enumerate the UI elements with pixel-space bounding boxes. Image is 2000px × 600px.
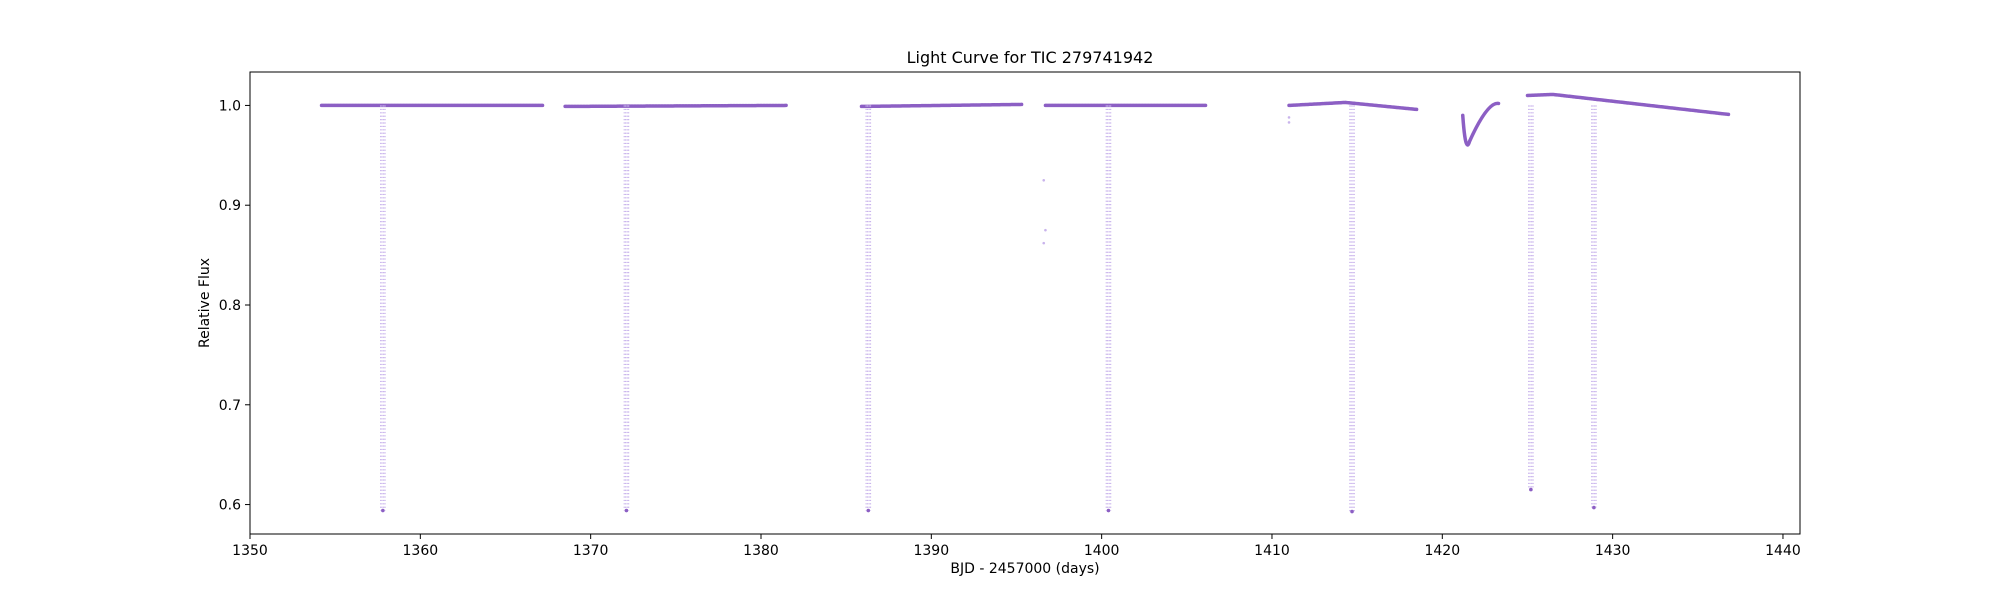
y-tick-label: 1.0	[219, 98, 241, 114]
x-tick-label: 1410	[1254, 543, 1290, 559]
y-tick-label: 0.9	[219, 198, 241, 214]
transit-minimum-point	[866, 508, 871, 513]
y-tick-label: 0.6	[219, 498, 241, 514]
x-tick-label: 1380	[743, 543, 779, 559]
x-tick-label: 1350	[232, 543, 268, 559]
y-tick-label: 0.8	[219, 298, 241, 314]
transit-event	[865, 105, 872, 513]
x-tick-label: 1400	[1084, 543, 1120, 559]
flux-segment	[1525, 92, 1731, 117]
outlier-point	[1044, 228, 1047, 232]
transit-event	[1591, 105, 1597, 510]
flux-segment	[563, 103, 789, 109]
transit-minimum-point	[1350, 509, 1354, 514]
transit-event	[1349, 105, 1355, 514]
outlier-point	[1287, 116, 1291, 119]
transit-minimum-point	[1529, 487, 1533, 492]
transit-event	[380, 105, 386, 513]
plot-frame	[249, 71, 1801, 535]
y-axis-label: Relative Flux	[197, 258, 213, 348]
x-tick-label: 1440	[1765, 543, 1801, 559]
x-axis: 1350 1360 1370 1380 1390 1400 1410 1420 1430 1440	[232, 534, 1801, 559]
transit-minimum-point	[1592, 505, 1596, 510]
transit-minimum-point	[1106, 508, 1111, 513]
transit-event	[623, 105, 630, 513]
y-tick-label: 0.7	[219, 398, 241, 414]
y-axis: 0.6 0.7 0.8 0.9 1.0	[219, 98, 250, 514]
outlier-point	[1042, 241, 1046, 245]
outlier-point	[1287, 121, 1291, 124]
transit-event	[1105, 105, 1112, 513]
x-tick-label: 1370	[573, 543, 609, 559]
x-tick-label: 1420	[1424, 543, 1460, 559]
x-axis-label: BJD - 2457000 (days)	[950, 561, 1099, 577]
transit-minimum-point	[624, 508, 629, 513]
data-points-layer	[319, 92, 1731, 514]
x-tick-label: 1430	[1595, 543, 1631, 559]
flux-dip-segment	[1461, 101, 1501, 147]
x-tick-label: 1360	[403, 543, 439, 559]
transit-event	[1528, 105, 1534, 492]
x-tick-label: 1390	[913, 543, 949, 559]
flux-segment	[1287, 100, 1419, 112]
outlier-point	[1042, 178, 1046, 182]
flux-segment	[859, 102, 1024, 109]
chart-title: Light Curve for TIC 279741942	[907, 48, 1154, 67]
transit-minimum-point	[381, 508, 385, 513]
